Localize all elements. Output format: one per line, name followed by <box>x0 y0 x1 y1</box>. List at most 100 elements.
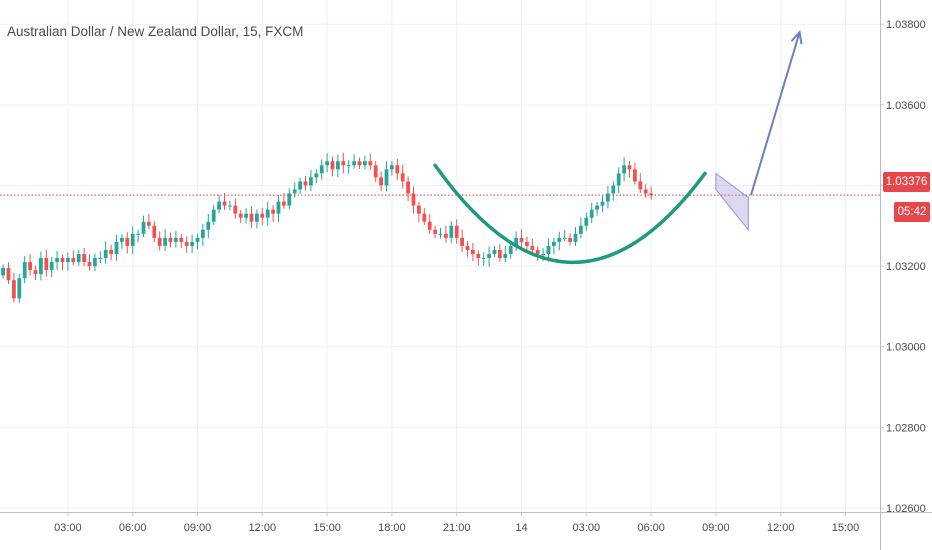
candle-body <box>157 237 162 246</box>
candle-body <box>600 201 605 206</box>
candle-body <box>319 165 324 174</box>
candle-body <box>136 233 140 235</box>
candle-body <box>541 253 545 255</box>
candle-body <box>562 237 567 239</box>
candle-body <box>417 205 421 214</box>
candle-body <box>125 237 130 246</box>
candle-body <box>557 237 562 242</box>
candle-body <box>298 181 302 190</box>
candle-body <box>584 217 589 226</box>
time-tick-label: 09:00 <box>702 522 730 534</box>
candle-body <box>33 270 38 275</box>
candle-body <box>579 225 583 234</box>
candle-body <box>444 233 448 238</box>
candle-body <box>211 209 216 222</box>
candle-body <box>28 262 32 271</box>
candle-body <box>271 209 275 214</box>
candle-body <box>71 258 76 263</box>
last-price-badge: 1.03376 <box>883 172 930 192</box>
time-tick-label: 15:00 <box>832 522 860 534</box>
price-tick-label: 1.03600 <box>886 100 926 112</box>
candle-body <box>87 262 92 267</box>
candle-body <box>595 205 599 210</box>
candle-body <box>336 161 340 170</box>
candle-body <box>341 161 346 166</box>
candle-body <box>163 237 167 246</box>
candle-body <box>492 249 497 254</box>
time-tick-label: 09:00 <box>184 522 212 534</box>
candle-body <box>611 185 616 194</box>
candle-body <box>6 268 11 281</box>
candle-body <box>255 213 259 222</box>
candle-body <box>633 169 637 182</box>
candle-body <box>282 201 286 206</box>
time-tick-label: 03:00 <box>54 522 82 534</box>
candle-body <box>616 173 621 186</box>
projection-arrow-line <box>750 31 801 196</box>
candle-body <box>60 258 65 263</box>
candle-body <box>438 233 443 235</box>
price-tick-label: 1.03200 <box>886 261 926 273</box>
candle-body <box>314 173 319 178</box>
candle-body <box>368 161 373 166</box>
candle-body <box>179 237 184 242</box>
candle-body <box>638 181 643 190</box>
time-tick-label: 21:00 <box>443 522 471 534</box>
candlestick-series <box>1 152 653 303</box>
candle-body <box>190 241 194 246</box>
candle-body <box>22 262 27 279</box>
candle-body <box>573 233 578 242</box>
cup-curve <box>433 163 707 265</box>
candle-body <box>627 165 632 170</box>
candle-body <box>379 177 383 186</box>
candle-body <box>411 193 416 206</box>
candle-body <box>93 258 97 267</box>
candle-body <box>514 237 518 246</box>
chart-grid <box>0 0 880 512</box>
candle-body <box>141 221 146 234</box>
flag-channel <box>715 172 749 232</box>
candle-body <box>400 173 405 182</box>
candle-body <box>109 249 113 254</box>
candle-body <box>55 258 59 263</box>
candle-body <box>39 258 43 275</box>
candle-body <box>552 241 556 246</box>
candle-body <box>168 237 173 242</box>
candle-body <box>265 209 270 218</box>
candle-body <box>201 229 205 238</box>
time-tick-label: 03:00 <box>573 522 601 534</box>
candle-body <box>357 161 362 166</box>
candle-body <box>373 165 378 178</box>
time-tick-label: 06:00 <box>637 522 665 534</box>
candle-body <box>568 237 572 242</box>
candle-body <box>481 258 486 260</box>
candle-body <box>82 253 86 263</box>
candle-body <box>184 241 189 246</box>
candle-body <box>519 237 524 242</box>
candle-body <box>535 249 540 254</box>
candle-body <box>222 201 227 206</box>
price-tick-label: 1.02600 <box>886 503 926 515</box>
candle-body <box>228 205 232 207</box>
candle-body <box>292 189 297 194</box>
candle-body <box>427 221 432 230</box>
candle-body <box>12 280 16 299</box>
candle-body <box>152 225 157 238</box>
candle-body <box>465 245 470 250</box>
candle-countdown-badge: 05:42 <box>894 202 930 222</box>
candle-body <box>487 253 491 259</box>
candle-body <box>471 249 475 254</box>
price-tick-label: 1.03000 <box>886 342 926 354</box>
candle-body <box>643 189 648 194</box>
candle-body <box>476 253 481 259</box>
candle-body <box>276 201 281 214</box>
time-tick-label: 15:00 <box>313 522 341 534</box>
candle-body <box>98 258 103 260</box>
time-tick-label: 14 <box>515 522 527 534</box>
candle-body <box>287 193 292 206</box>
candle-body <box>406 181 410 194</box>
candle-body <box>649 193 653 196</box>
candle-body <box>17 278 22 299</box>
